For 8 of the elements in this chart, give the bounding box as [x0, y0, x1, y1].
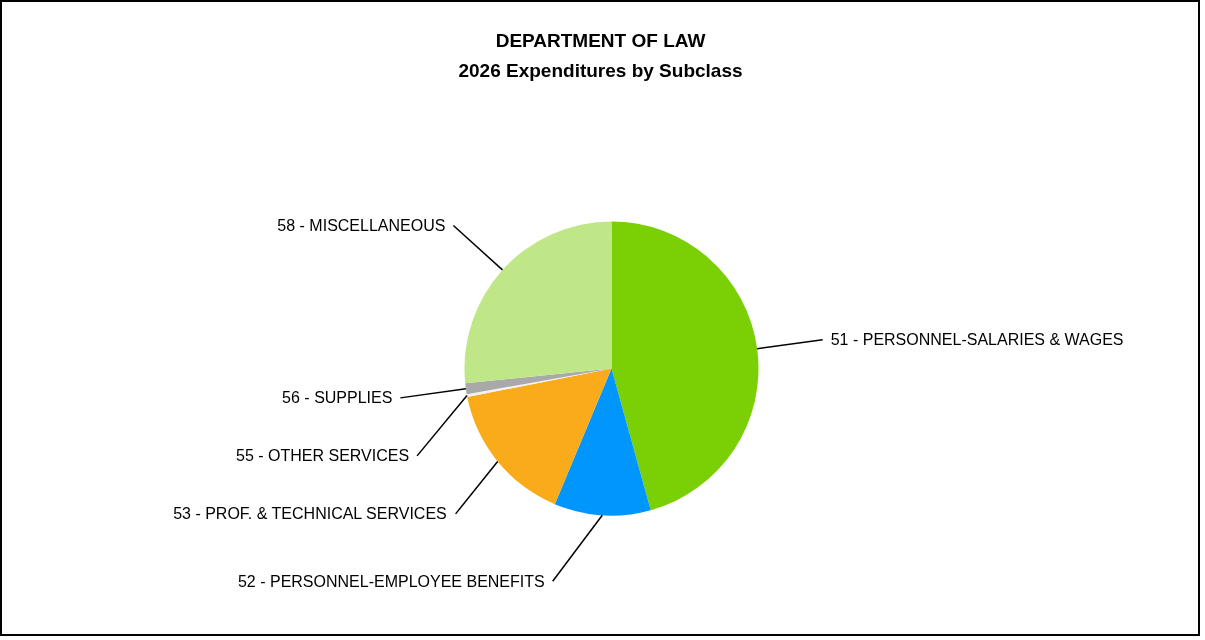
slice-label: 56 - SUPPLIES [282, 389, 393, 407]
slice-label: 51 - PERSONNEL-SALARIES & WAGES [830, 331, 1124, 349]
slice-label: 55 - OTHER SERVICES [235, 447, 410, 465]
slice-label: 52 - PERSONNEL-EMPLOYEE BENEFITS [237, 572, 545, 590]
chart-title: DEPARTMENT OF LAW [495, 30, 706, 51]
chart-subtitle: 2026 Expenditures by Subclass [458, 60, 743, 81]
slice-label: 53 - PROF. & TECHNICAL SERVICES [173, 505, 447, 523]
slice-label: 58 - MISCELLANEOUS [277, 217, 446, 235]
